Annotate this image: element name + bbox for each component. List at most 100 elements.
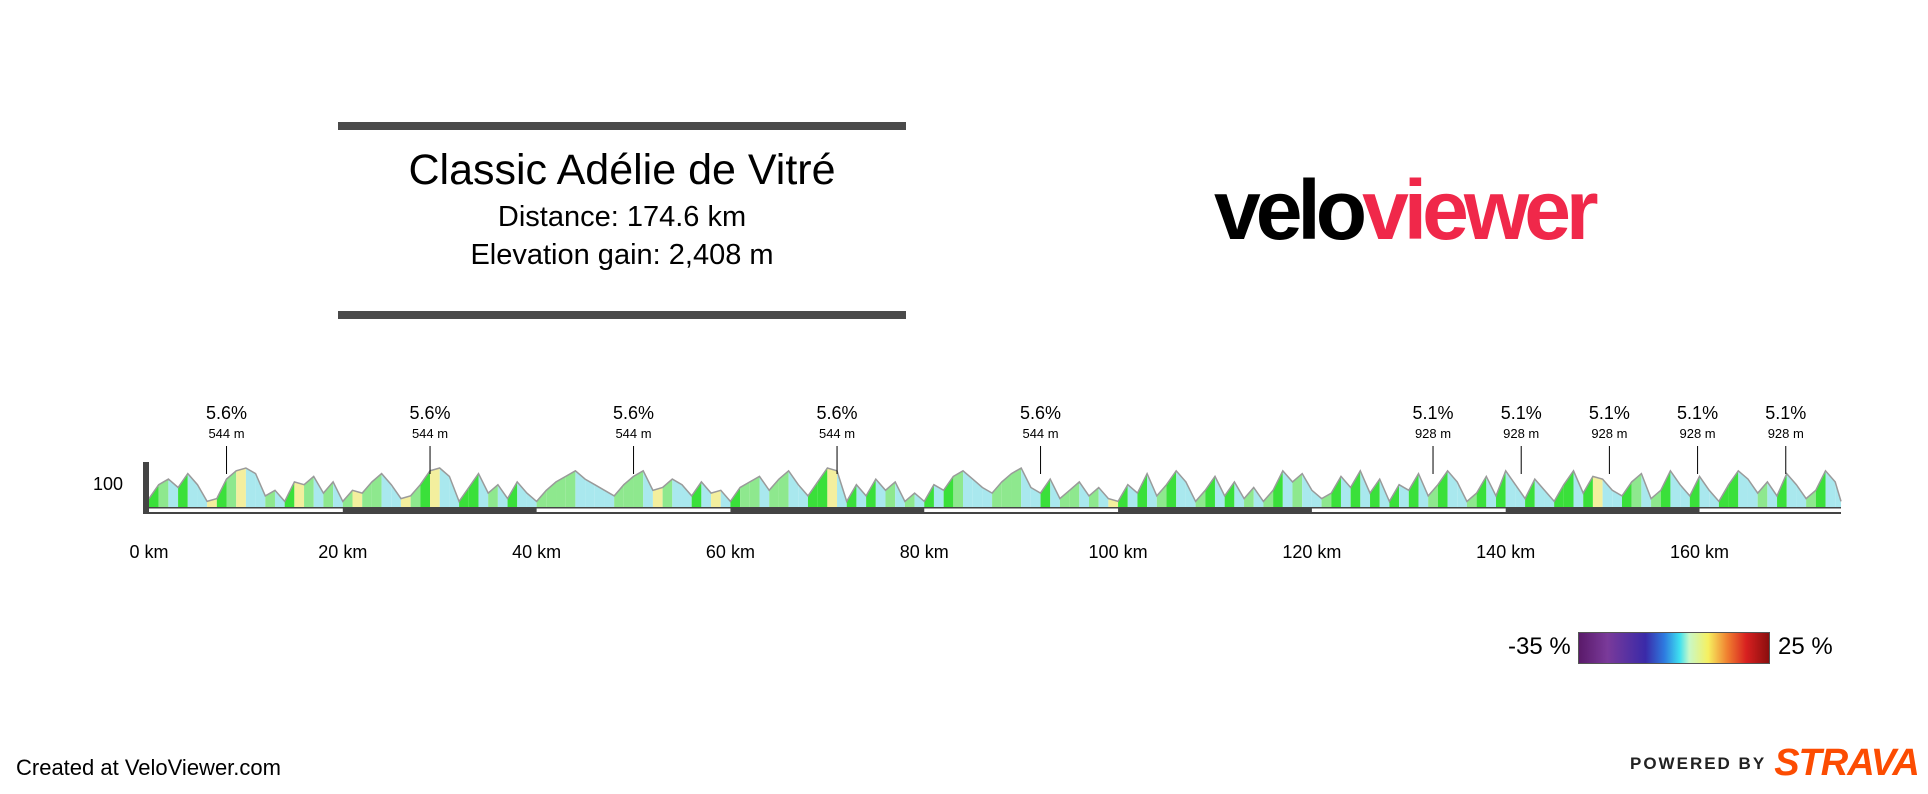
profile-segment — [342, 490, 353, 507]
profile-segment — [565, 470, 576, 507]
profile-segment — [943, 476, 954, 507]
logo-velo: velo — [1214, 163, 1367, 257]
profile-segment — [313, 476, 324, 507]
profile-segment — [1728, 470, 1739, 507]
profile-segment — [497, 484, 508, 507]
profile-segment — [730, 487, 741, 507]
profile-segment — [769, 479, 779, 507]
profile-segment — [1224, 481, 1235, 507]
profile-segment — [265, 490, 275, 507]
profile-segment — [1079, 481, 1089, 507]
profile-segment — [1738, 470, 1748, 507]
profile-segment — [507, 481, 518, 507]
profile-segment — [1166, 470, 1177, 507]
route-elevation-gain: Elevation gain: 2,408 m — [470, 239, 774, 271]
climb-length: 928 m — [1591, 426, 1627, 441]
profile-segment — [1747, 479, 1758, 507]
profile-segment — [1670, 470, 1681, 507]
profile-segment — [294, 481, 305, 507]
climb-gradient: 5.6% — [1020, 403, 1061, 423]
climb-gradient: 5.6% — [206, 403, 247, 423]
profile-segment — [749, 476, 760, 507]
profile-segment — [459, 487, 469, 507]
profile-segment — [1195, 490, 1206, 507]
profile-segment — [391, 484, 401, 507]
climb-gradient: 5.1% — [1501, 403, 1542, 423]
profile-segment — [1040, 479, 1051, 507]
header-rule-top — [338, 122, 906, 130]
profile-segment — [1234, 481, 1245, 507]
route-title: Classic Adélie de Vitré — [408, 146, 836, 194]
climb-length: 928 m — [1768, 426, 1804, 441]
profile-segment — [1641, 473, 1652, 507]
created-at-link[interactable]: Created at VeloViewer.com — [16, 755, 281, 780]
profile-segment — [1244, 487, 1254, 507]
profile-segment — [933, 484, 944, 507]
profile-segment — [1021, 468, 1031, 507]
profile-segment — [1592, 476, 1603, 507]
profile-segment — [255, 473, 266, 507]
profile-segment — [1631, 473, 1642, 507]
profile-segment — [1214, 476, 1225, 507]
profile-segment — [1011, 468, 1022, 507]
profile-segment — [1370, 479, 1380, 507]
profile-segment — [681, 484, 692, 507]
profile-segment — [371, 473, 382, 507]
profile-segment — [1098, 487, 1109, 507]
powered-by-strava: POWERED BY STRAVA — [1630, 742, 1920, 785]
profile-segment — [1767, 481, 1778, 507]
climb-length: 544 m — [615, 426, 651, 441]
profile-segment — [420, 470, 431, 507]
profile-segment — [1602, 479, 1613, 507]
climb-length: 928 m — [1503, 426, 1539, 441]
profile-segment — [1660, 470, 1671, 507]
profile-outline — [148, 466, 1842, 504]
profile-segment — [759, 476, 770, 507]
profile-segment — [1544, 490, 1555, 507]
profile-segment — [1302, 473, 1312, 507]
profile-segment — [245, 468, 256, 507]
veloviewer-logo: veloviewer — [1214, 168, 1599, 252]
profile-segment — [1651, 490, 1661, 507]
profile-segment — [1515, 484, 1526, 507]
profile-segment — [623, 476, 634, 507]
y-tick-label: 100 — [93, 474, 123, 494]
scale-stripe — [924, 508, 1119, 512]
climb-length: 544 m — [819, 426, 855, 441]
profile-segment — [1321, 493, 1332, 507]
profile-segment — [1292, 473, 1303, 507]
climb-length: 544 m — [412, 426, 448, 441]
profile-segment — [953, 470, 964, 507]
profile-segment — [740, 481, 750, 507]
profile-segment — [798, 484, 808, 507]
profile-segment — [323, 481, 334, 507]
profile-segment — [274, 490, 285, 507]
x-tick-label: 160 km — [1670, 542, 1729, 562]
profile-segment — [1621, 481, 1632, 507]
profile-segment — [187, 473, 198, 507]
x-tick-label: 140 km — [1476, 542, 1535, 562]
profile-segment — [1476, 476, 1487, 507]
profile-segment — [1505, 470, 1516, 507]
route-distance: Distance: 174.6 km — [497, 201, 747, 233]
profile-segment — [1689, 476, 1700, 507]
profile-segment — [207, 498, 217, 507]
profile-segment — [1311, 490, 1322, 507]
scale-stripe — [536, 508, 731, 512]
profile-segment — [585, 479, 595, 507]
profile-segment — [1350, 470, 1361, 507]
profile-segment — [1573, 470, 1584, 507]
profile-segment — [614, 484, 624, 507]
profile-segment — [1796, 484, 1807, 507]
profile-segment — [1583, 476, 1593, 507]
x-scale-stripes — [149, 508, 1841, 512]
elevation-profile-chart: 5.6% 544 m 5.6% 544 m 5.6% 544 m 5.6% 544 m 5.6%… — [93, 403, 1842, 562]
profile-segment — [778, 470, 789, 507]
profile-segment — [1418, 473, 1429, 507]
profile-segment — [1806, 490, 1816, 507]
profile-segment — [410, 484, 421, 507]
profile-segment — [362, 481, 372, 507]
profile-segment — [1680, 484, 1690, 507]
profile-segment — [1563, 470, 1574, 507]
profile-segment — [914, 493, 925, 507]
